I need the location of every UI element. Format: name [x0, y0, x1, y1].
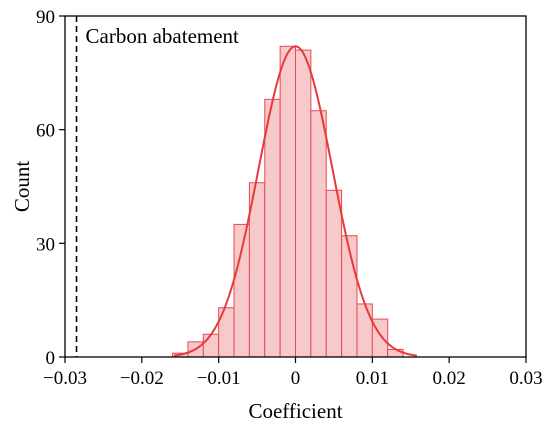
histogram-bar — [295, 49, 312, 358]
x-tick-label: −0.02 — [120, 368, 164, 389]
histogram-bar — [264, 98, 281, 358]
histogram-bar — [233, 223, 250, 358]
histogram-bar — [325, 189, 343, 358]
x-tick-label: 0.03 — [509, 368, 542, 389]
histogram-bar — [248, 182, 266, 358]
x-tick-label: 0 — [291, 368, 301, 389]
x-tick-label: 0.01 — [356, 368, 389, 389]
carbon-abatement-label: Carbon abatement — [86, 24, 240, 48]
histogram-bar — [279, 45, 296, 358]
x-axis-title: Coefficient — [248, 399, 342, 423]
x-tick-label: −0.01 — [197, 368, 241, 389]
y-tick-label: 0 — [46, 348, 56, 369]
y-tick-label: 90 — [36, 7, 55, 28]
histogram-bar — [202, 333, 220, 358]
y-tick-label: 60 — [36, 121, 55, 142]
x-tick-label: 0.02 — [433, 368, 466, 389]
y-axis-title: Count — [10, 161, 34, 213]
density-curve — [173, 45, 418, 357]
histogram-bar — [356, 303, 373, 358]
x-tick-label: −0.03 — [43, 368, 87, 389]
histogram-bar — [310, 110, 327, 358]
y-tick-label: 30 — [36, 234, 55, 255]
histogram-bars — [172, 45, 404, 358]
y-axis-ticks: 0 30 60 90 — [36, 7, 65, 369]
x-axis-ticks: −0.03 −0.02 −0.01 0 0.01 0.02 0.03 — [43, 357, 543, 389]
histogram-bar — [387, 348, 404, 358]
